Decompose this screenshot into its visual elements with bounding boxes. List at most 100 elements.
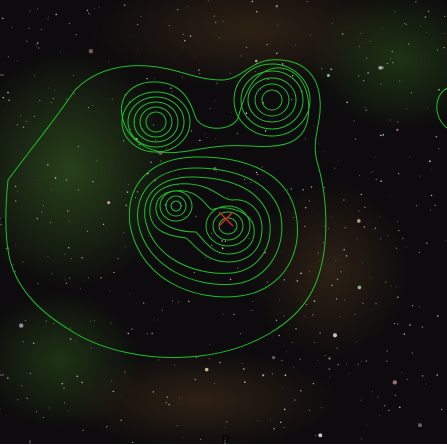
star: [431, 195, 432, 196]
star: [211, 245, 213, 247]
star: [434, 205, 435, 206]
star: [87, 231, 88, 232]
star: [346, 102, 347, 103]
star: [359, 46, 360, 47]
star: [23, 126, 24, 127]
star: [402, 372, 403, 373]
star: [64, 254, 65, 255]
star: [237, 133, 238, 134]
star: [88, 107, 89, 108]
star: [359, 175, 360, 176]
star: [49, 88, 50, 89]
star: [246, 112, 248, 114]
star: [158, 360, 159, 361]
star: [240, 55, 241, 56]
star: [324, 151, 325, 152]
star: [29, 28, 30, 29]
star: [307, 1, 308, 2]
star: [423, 310, 424, 311]
star: [16, 60, 17, 61]
star: [51, 102, 52, 103]
star: [411, 92, 412, 93]
star: [381, 84, 382, 85]
star: [253, 310, 254, 311]
star: [208, 0, 209, 1]
star: [41, 212, 42, 213]
star: [179, 175, 180, 176]
star: [107, 201, 110, 204]
star: [420, 26, 421, 27]
star: [205, 257, 206, 258]
star: [4, 110, 5, 111]
star: [128, 184, 129, 185]
star: [162, 310, 163, 311]
star: [182, 48, 183, 49]
star: [347, 28, 348, 29]
star: [384, 405, 386, 407]
star: [124, 5, 125, 6]
star: [177, 9, 179, 11]
star: [137, 191, 139, 193]
star: [62, 383, 63, 384]
star: [178, 302, 179, 303]
star: [331, 285, 332, 286]
star: [155, 140, 156, 141]
star: [69, 278, 70, 279]
star: [118, 258, 119, 259]
star: [321, 407, 322, 408]
star: [305, 138, 306, 139]
star: [38, 47, 39, 48]
star: [87, 10, 88, 11]
star: [17, 124, 18, 125]
star: [29, 11, 30, 12]
star: [30, 373, 31, 374]
star: [340, 271, 341, 272]
star: [378, 66, 382, 70]
star: [295, 45, 296, 46]
star: [226, 421, 228, 423]
star: [332, 23, 333, 24]
star: [102, 121, 103, 122]
star: [300, 273, 301, 274]
star: [216, 171, 217, 172]
star: [120, 419, 121, 420]
star: [398, 230, 399, 231]
star: [364, 207, 365, 208]
star: [246, 47, 247, 48]
star: [223, 21, 224, 22]
star: [251, 3, 252, 4]
star: [36, 44, 37, 45]
star: [357, 239, 358, 240]
star: [312, 314, 313, 315]
star: [417, 423, 418, 424]
star: [389, 196, 390, 197]
star: [125, 246, 126, 247]
star: [345, 227, 346, 228]
star: [444, 16, 445, 17]
star: [234, 229, 235, 230]
star: [346, 255, 348, 257]
star: [22, 261, 23, 262]
star: [412, 305, 413, 306]
star: [240, 333, 241, 334]
star: [68, 411, 69, 412]
star: [361, 194, 362, 195]
star: [190, 35, 192, 37]
star: [380, 180, 382, 182]
star: [244, 179, 245, 180]
star: [243, 171, 244, 172]
star: [262, 374, 264, 376]
star: [391, 286, 392, 287]
star: [103, 224, 104, 225]
star: [194, 57, 195, 58]
star: [250, 182, 251, 183]
star: [11, 27, 12, 28]
star: [370, 41, 371, 42]
star: [335, 260, 336, 261]
star: [330, 68, 332, 70]
star: [225, 241, 226, 242]
star: [282, 387, 283, 388]
star: [261, 166, 262, 167]
star: [166, 148, 167, 149]
star: [139, 144, 140, 145]
